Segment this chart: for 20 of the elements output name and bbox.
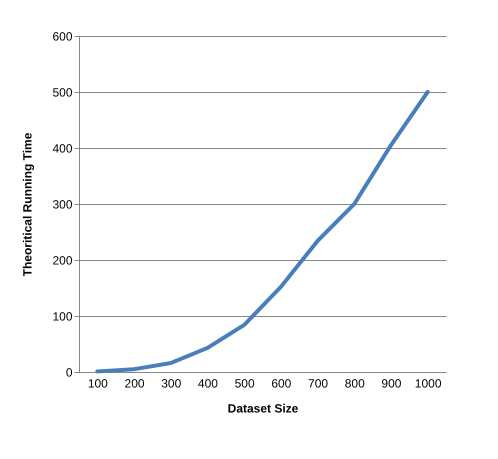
x-tick-label: 900	[381, 376, 402, 390]
y-tick-label: 100	[52, 310, 73, 324]
x-tick-label: 500	[234, 376, 255, 390]
x-tick-label: 300	[161, 376, 182, 390]
x-tick-label: 600	[271, 376, 292, 390]
y-tick-label: 0	[66, 366, 73, 380]
x-tick-label: 400	[198, 376, 218, 390]
x-tick-label: 100	[88, 376, 108, 390]
x-tick-label: 700	[308, 376, 328, 390]
y-tick-label: 200	[52, 254, 73, 268]
x-tick-label: 200	[124, 376, 145, 390]
y-axis-title: Theoritical Running Time	[20, 132, 34, 276]
y-tick-label: 300	[52, 198, 73, 212]
y-tick-label: 600	[52, 30, 73, 44]
y-tick-label: 500	[52, 86, 73, 100]
y-tick-label: 400	[52, 142, 73, 156]
x-tick-label: 800	[344, 376, 366, 390]
x-tick-label: 1000	[414, 376, 442, 390]
x-axis-title: Dataset Size	[228, 402, 299, 416]
line-series	[95, 90, 430, 374]
